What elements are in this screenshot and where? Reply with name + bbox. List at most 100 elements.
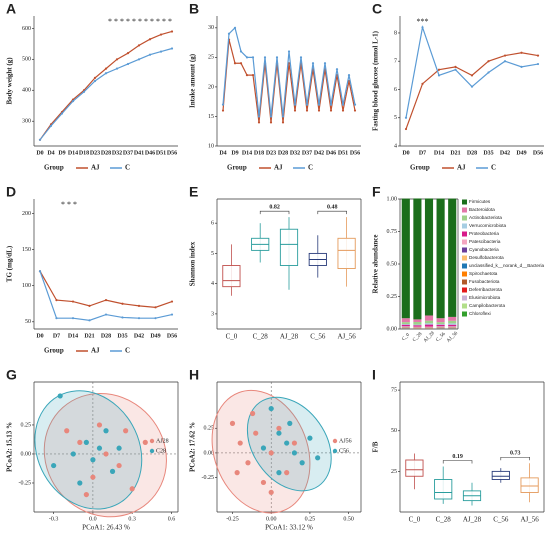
point (470, 74, 474, 77)
legend-label: AJ28 (156, 438, 169, 444)
x-tick-label: 0.3 (128, 516, 136, 522)
legend-swatch (462, 255, 467, 261)
bar-segment (401, 326, 410, 328)
legend-label: Spirochaetota (469, 271, 498, 276)
p-value: 0.73 (510, 451, 521, 457)
point (287, 420, 293, 426)
point (70, 451, 76, 457)
point (221, 109, 225, 112)
point (104, 299, 108, 302)
x-tick-label: -0.25 (226, 516, 239, 522)
y-tick-label: 10 (208, 143, 214, 149)
point (281, 121, 285, 124)
x-tick-label: 0.6 (168, 516, 176, 522)
x-tick-label: D14 (68, 150, 78, 156)
x-tick-label: D18 (254, 150, 264, 156)
annotation: *** (417, 17, 429, 26)
point (245, 460, 251, 466)
y-tick-label: 50 (25, 319, 31, 325)
point (83, 491, 89, 498)
x-tick-label: D21 (84, 333, 94, 339)
y-axis-label: TG (mg/dL) (6, 245, 14, 282)
point (38, 270, 42, 273)
y-axis-label: Body weight (g) (6, 57, 14, 105)
point (353, 103, 357, 106)
point (93, 79, 97, 83)
point (77, 439, 83, 445)
bar-segment (448, 323, 457, 325)
y-tick-label: 200 (22, 211, 31, 217)
point (315, 455, 321, 461)
y-axis-label: Intake amount (g) (189, 53, 197, 108)
y-tick-label: 6 (394, 87, 397, 93)
x-axis-label: PCoA1: 26.43 % (82, 524, 130, 532)
x-tick-label: D56 (167, 150, 177, 156)
x-tick-label: AJ_28 (280, 333, 299, 341)
point (148, 53, 152, 56)
point (341, 109, 345, 112)
point (137, 304, 141, 307)
y-axis-label: Fasting blood glucose (mmol L-1) (372, 30, 380, 131)
legend-title: Group (44, 164, 64, 172)
y-axis-label: Relative abundance (372, 235, 380, 294)
bar-segment (436, 318, 445, 323)
y-tick-label: 1.00 (387, 196, 398, 202)
x-tick-label: D42 (134, 333, 144, 339)
bar-segment (424, 324, 434, 327)
bar-segment (448, 198, 457, 317)
bar-segment (413, 324, 422, 326)
legend-label: AJ56 (339, 438, 352, 444)
bracket (317, 210, 347, 215)
x-tick-label: D46 (145, 150, 155, 156)
bar-segment (436, 198, 445, 319)
y-tick-label: 0.00 (387, 326, 398, 332)
point (284, 440, 290, 446)
y-tick-label: 15 (208, 114, 214, 120)
point (239, 62, 243, 65)
x-tick-label: C_56 (310, 333, 326, 341)
bar-segment (401, 326, 410, 327)
panel-label: H (189, 367, 199, 383)
point (159, 33, 163, 36)
legend-swatch (462, 263, 467, 269)
point (317, 103, 321, 106)
x-tick-label: D14 (434, 150, 444, 156)
bar-segment (413, 325, 422, 327)
point (487, 71, 490, 74)
point (487, 60, 490, 63)
point (115, 67, 119, 70)
legend-swatch (149, 448, 155, 454)
point (83, 439, 89, 445)
x-tick-label: D41 (134, 150, 144, 156)
y-tick-label: 3 (211, 311, 214, 317)
point (245, 73, 249, 77)
box (491, 470, 510, 480)
point (260, 479, 267, 486)
point (71, 100, 75, 103)
panel-label: C (372, 1, 382, 17)
point (536, 62, 540, 66)
point (437, 74, 441, 77)
bar-segment (413, 321, 422, 325)
legend-swatch (462, 247, 467, 253)
point (470, 85, 474, 88)
bar-segment (448, 324, 457, 327)
x-tick-label: D49 (150, 333, 160, 339)
y-tick-label: 8 (394, 30, 397, 36)
point (257, 115, 261, 118)
annotation: * * * (61, 200, 77, 209)
panel-label: D (6, 184, 16, 200)
box (434, 479, 453, 500)
bar-segment (424, 320, 434, 324)
x-tick-label: D23 (90, 150, 100, 156)
point (116, 462, 122, 469)
point (64, 428, 70, 434)
y-tick-label: 150 (22, 247, 31, 253)
legend-label: AJ (274, 164, 283, 172)
y-tick-label: 5 (394, 115, 397, 121)
legend-label: Fusobacteriota (469, 279, 500, 284)
x-tick-label: AJ_56 (520, 516, 539, 524)
bar-segment (436, 326, 445, 328)
legend-swatch (462, 231, 467, 237)
